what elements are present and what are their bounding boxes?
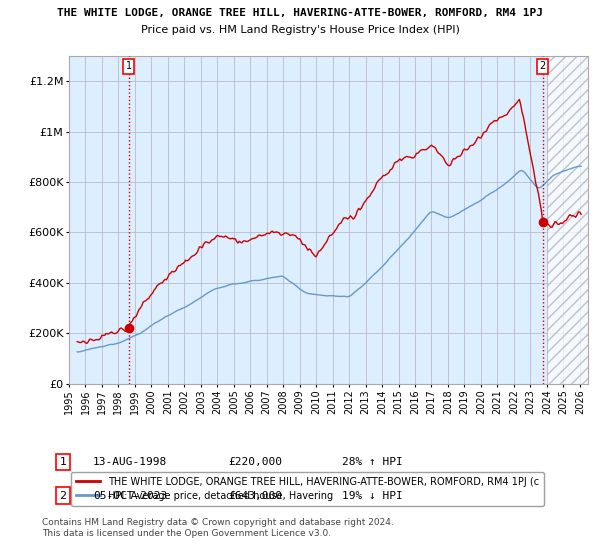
Text: 28% ↑ HPI: 28% ↑ HPI (342, 457, 403, 467)
Text: £643,000: £643,000 (228, 491, 282, 501)
Text: 19% ↓ HPI: 19% ↓ HPI (342, 491, 403, 501)
Text: THE WHITE LODGE, ORANGE TREE HILL, HAVERING-ATTE-BOWER, ROMFORD, RM4 1PJ: THE WHITE LODGE, ORANGE TREE HILL, HAVER… (57, 8, 543, 18)
Text: Contains HM Land Registry data © Crown copyright and database right 2024.
This d: Contains HM Land Registry data © Crown c… (42, 518, 394, 538)
Text: £220,000: £220,000 (228, 457, 282, 467)
Text: 1: 1 (59, 457, 67, 467)
Text: Price paid vs. HM Land Registry's House Price Index (HPI): Price paid vs. HM Land Registry's House … (140, 25, 460, 35)
Text: 1: 1 (125, 61, 132, 71)
Text: 2: 2 (539, 61, 546, 71)
Legend: THE WHITE LODGE, ORANGE TREE HILL, HAVERING-ATTE-BOWER, ROMFORD, RM4 1PJ (c, HPI: THE WHITE LODGE, ORANGE TREE HILL, HAVER… (71, 472, 544, 506)
Text: 05-OCT-2023: 05-OCT-2023 (93, 491, 167, 501)
Text: 13-AUG-1998: 13-AUG-1998 (93, 457, 167, 467)
Text: 2: 2 (59, 491, 67, 501)
